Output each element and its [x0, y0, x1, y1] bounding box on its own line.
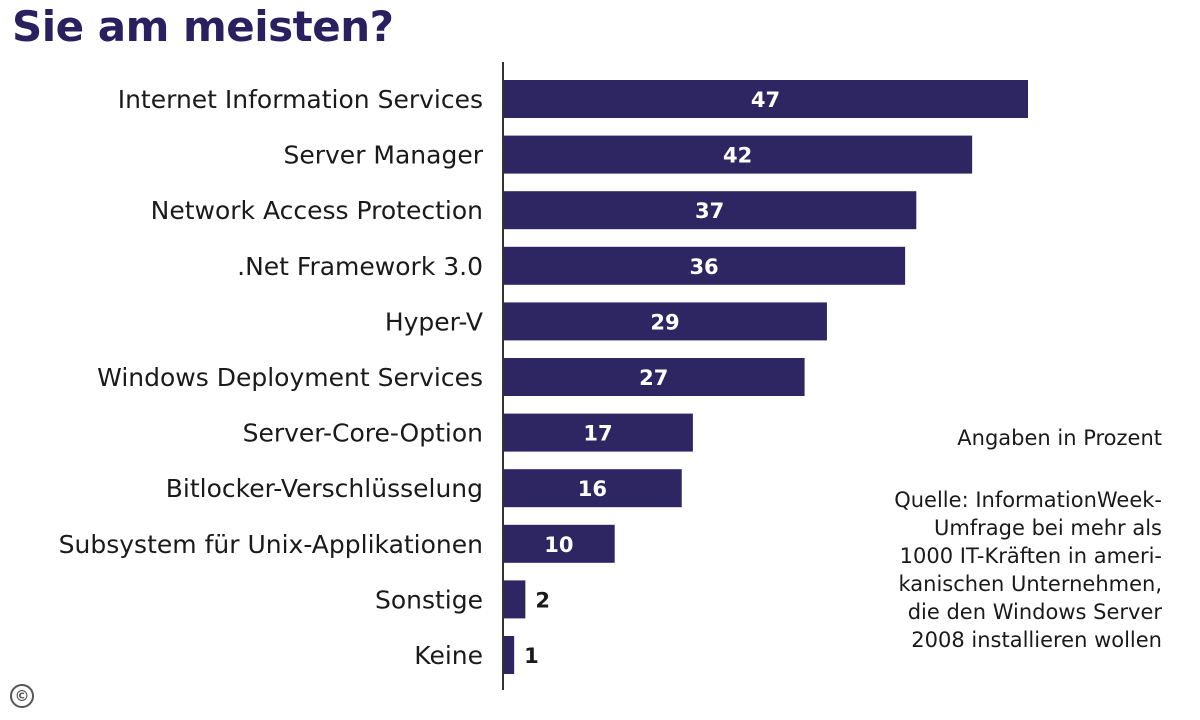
category-label: Keine — [414, 641, 483, 670]
source-line: 1000 IT-Kräften in ameri- — [899, 544, 1162, 568]
category-label: Subsystem für Unix-Applikationen — [59, 530, 483, 559]
chart-title: Sie am meisten? — [12, 2, 394, 51]
data-label: 1 — [524, 644, 539, 668]
bar — [503, 636, 515, 674]
bars — [503, 80, 1028, 674]
data-label: 29 — [650, 310, 679, 334]
bar — [503, 580, 526, 619]
data-label: 10 — [544, 533, 573, 557]
bar — [503, 413, 693, 452]
copyright-icon: © — [10, 684, 34, 708]
category-label: Network Access Protection — [151, 196, 483, 225]
category-label: .Net Framework 3.0 — [237, 252, 483, 281]
category-label: Server-Core-Option — [243, 419, 483, 448]
source-line: die den Windows Server — [907, 600, 1162, 624]
bar — [503, 246, 906, 285]
data-label: 36 — [689, 255, 718, 279]
category-label: Windows Deployment Services — [97, 363, 483, 392]
source-note: Quelle: InformationWeek- Umfrage bei meh… — [894, 486, 1162, 654]
data-label: 17 — [583, 422, 612, 446]
source-line: kanischen Unternehmen, — [898, 572, 1162, 596]
bar — [503, 358, 805, 396]
category-label: Internet Information Services — [118, 85, 483, 114]
bar — [503, 191, 917, 230]
value-labels: 47 42 37 36 29 27 17 16 10 2 1 — [524, 88, 780, 668]
bar — [503, 135, 973, 174]
category-labels: Internet Information Services Server Mana… — [59, 85, 484, 670]
data-label: 37 — [695, 199, 724, 223]
bar — [503, 469, 682, 508]
source-line: Quelle: InformationWeek- — [894, 488, 1162, 512]
bar — [503, 302, 827, 341]
source-line: Umfrage bei mehr als — [933, 516, 1162, 540]
category-label: Hyper-V — [385, 307, 483, 336]
data-label: 16 — [578, 477, 607, 501]
data-label: 27 — [639, 366, 668, 390]
data-label: 2 — [535, 588, 550, 612]
bar — [503, 524, 615, 563]
bar — [503, 80, 1028, 118]
source-line: 2008 installieren wollen — [911, 628, 1162, 652]
category-label: Bitlocker-Verschlüsselung — [166, 474, 483, 503]
category-label: Sonstige — [375, 585, 483, 614]
category-label: Server Manager — [283, 141, 483, 170]
data-label: 42 — [723, 144, 752, 168]
data-label: 47 — [751, 88, 780, 112]
unit-note: Angaben in Prozent — [957, 426, 1162, 450]
